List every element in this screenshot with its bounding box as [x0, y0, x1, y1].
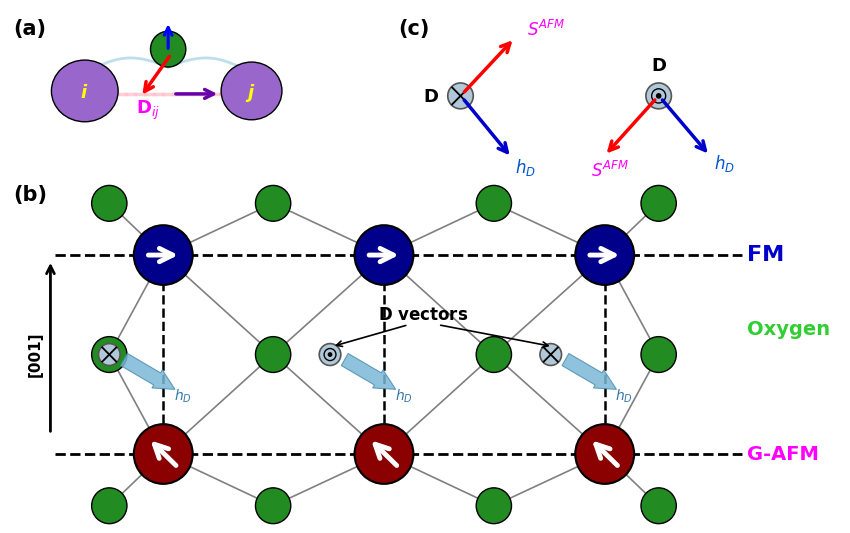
- Circle shape: [540, 344, 562, 366]
- Text: $\mathbf{D}$ vectors: $\mathbf{D}$ vectors: [378, 306, 468, 324]
- Circle shape: [327, 352, 332, 357]
- Circle shape: [256, 337, 291, 373]
- Circle shape: [92, 488, 127, 523]
- Ellipse shape: [51, 60, 118, 122]
- Text: $h_D$: $h_D$: [615, 387, 633, 405]
- Polygon shape: [562, 353, 616, 389]
- Circle shape: [575, 225, 634, 285]
- Circle shape: [99, 344, 120, 366]
- Circle shape: [92, 337, 127, 373]
- Circle shape: [133, 225, 193, 285]
- Circle shape: [320, 344, 341, 366]
- Circle shape: [646, 83, 672, 109]
- Circle shape: [92, 185, 127, 221]
- Circle shape: [354, 424, 413, 484]
- Polygon shape: [121, 353, 175, 389]
- Circle shape: [150, 31, 186, 67]
- Ellipse shape: [221, 62, 282, 120]
- Circle shape: [656, 93, 661, 99]
- Text: Oxygen: Oxygen: [747, 320, 830, 339]
- Circle shape: [256, 488, 291, 523]
- Circle shape: [641, 337, 677, 373]
- Circle shape: [575, 424, 634, 484]
- Circle shape: [133, 424, 193, 484]
- Text: (a): (a): [13, 19, 46, 39]
- Text: i: i: [81, 84, 87, 102]
- Text: $h_D$: $h_D$: [714, 153, 734, 174]
- Polygon shape: [342, 353, 396, 389]
- Circle shape: [354, 225, 413, 285]
- Circle shape: [641, 488, 677, 523]
- Text: $h_D$: $h_D$: [515, 157, 536, 178]
- Circle shape: [448, 83, 473, 109]
- Text: [001]: [001]: [28, 332, 43, 377]
- Text: D: D: [423, 88, 439, 106]
- Text: (b): (b): [13, 185, 47, 205]
- Text: $S^{AFM}$: $S^{AFM}$: [591, 160, 629, 181]
- Text: (c): (c): [399, 19, 430, 39]
- Circle shape: [641, 185, 677, 221]
- Text: $h_D$: $h_D$: [394, 387, 412, 405]
- Text: $S^{AFM}$: $S^{AFM}$: [527, 20, 565, 41]
- Text: D: D: [651, 57, 666, 75]
- Circle shape: [476, 185, 512, 221]
- Circle shape: [476, 337, 512, 373]
- Text: $\mathbf{D}_{ij}$: $\mathbf{D}_{ij}$: [137, 99, 161, 123]
- Text: FM: FM: [747, 245, 785, 265]
- Text: G-AFM: G-AFM: [747, 445, 819, 464]
- Circle shape: [476, 488, 512, 523]
- Text: j: j: [247, 84, 253, 102]
- Text: $h_D$: $h_D$: [174, 387, 192, 405]
- Circle shape: [256, 185, 291, 221]
